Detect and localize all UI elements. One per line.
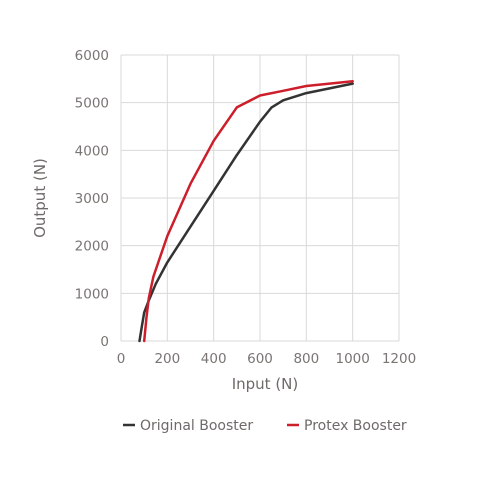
series-line-original-booster bbox=[138, 82, 354, 343]
y-tick-label: 1000 bbox=[75, 286, 109, 302]
y-tick-label: 5000 bbox=[75, 96, 109, 112]
tick-labels: 0 200 400 600 800 1000 1200 0 1000 2000 3000 4000 50… bbox=[75, 48, 417, 367]
series-layer bbox=[138, 79, 354, 343]
y-axis-title: Output (N) bbox=[31, 158, 49, 238]
x-tick-label: 400 bbox=[201, 351, 227, 367]
x-tick-label: 1200 bbox=[382, 351, 416, 367]
legend-label-protex-booster: Protex Booster bbox=[304, 418, 407, 434]
y-tick-label: 4000 bbox=[75, 143, 109, 159]
y-tick-label: 0 bbox=[100, 334, 109, 350]
y-tick-label: 2000 bbox=[75, 239, 109, 255]
x-tick-label: 800 bbox=[293, 351, 319, 367]
x-tick-label: 1000 bbox=[335, 351, 369, 367]
y-tick-label: 6000 bbox=[75, 48, 109, 64]
x-tick-label: 600 bbox=[247, 351, 273, 367]
series-line-protex-booster bbox=[142, 79, 354, 343]
x-tick-label: 200 bbox=[154, 351, 180, 367]
y-tick-label: 3000 bbox=[75, 191, 109, 207]
legend: Original Booster Protex Booster bbox=[123, 418, 407, 434]
x-axis-title: Input (N) bbox=[232, 375, 299, 393]
legend-label-original-booster: Original Booster bbox=[140, 418, 253, 434]
x-tick-label: 0 bbox=[117, 351, 126, 367]
grid-lines bbox=[120, 54, 400, 342]
